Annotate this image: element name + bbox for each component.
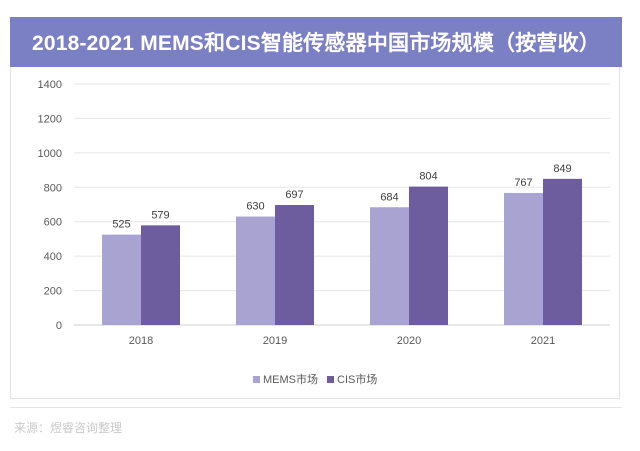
legend-swatch <box>253 376 260 383</box>
data-label: 849 <box>553 163 571 175</box>
y-tick-label: 1400 <box>38 79 62 91</box>
y-tick-label: 0 <box>56 320 62 332</box>
x-axis-tick-labels: 2018 2019 2020 2021 <box>129 335 555 347</box>
y-axis-tick-labels: 0 200 400 600 800 1000 1200 1400 <box>38 79 62 332</box>
bar <box>409 186 448 325</box>
data-label: 697 <box>285 189 303 201</box>
y-tick-label: 1000 <box>38 148 62 160</box>
data-label: 630 <box>246 201 264 213</box>
y-tick-label: 200 <box>44 286 62 298</box>
data-label: 684 <box>380 191 398 203</box>
footer-divider <box>10 407 622 408</box>
source-note: 来源：煜睿咨询整理 <box>14 421 123 435</box>
y-tick-label: 800 <box>44 182 62 194</box>
x-tick-label: 2020 <box>397 335 421 347</box>
data-label: 525 <box>112 219 130 231</box>
bar <box>141 225 180 325</box>
chart-frame <box>10 67 620 399</box>
data-labels: 525 579 630 697 684 804 767 849 <box>112 163 571 231</box>
data-label: 579 <box>151 209 169 221</box>
y-tick-label: 400 <box>44 251 62 263</box>
data-label: 804 <box>419 171 437 183</box>
x-tick-label: 2021 <box>531 335 555 347</box>
chart-title: 2018-2021 MEMS和CIS智能传感器中国市场规模（按营收） <box>10 17 622 67</box>
bar <box>236 216 275 325</box>
bar <box>504 192 543 325</box>
data-label: 767 <box>514 177 532 189</box>
x-tick-label: 2019 <box>263 335 287 347</box>
bar <box>543 178 582 325</box>
bar <box>275 205 314 325</box>
y-tick-label: 1200 <box>38 113 62 125</box>
legend: MEMS市场 CIS市场 <box>253 372 377 386</box>
x-tick-label: 2018 <box>129 335 153 347</box>
bar-chart: 0 200 400 600 800 1000 1200 1400 525 579 630 697 68… <box>38 79 610 386</box>
legend-label: CIS市场 <box>337 372 377 386</box>
bar-series <box>102 178 582 325</box>
bar <box>370 207 409 325</box>
legend-swatch <box>327 376 334 383</box>
bar <box>102 234 141 325</box>
legend-label: MEMS市场 <box>263 372 318 386</box>
y-tick-label: 600 <box>44 217 62 229</box>
